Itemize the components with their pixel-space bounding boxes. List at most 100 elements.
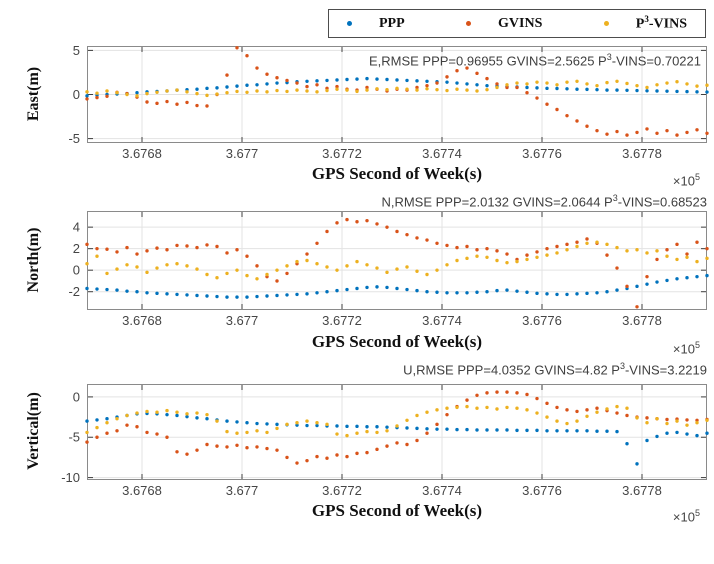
data-point-p3-vins [345,433,349,438]
data-point-p3-vins [325,422,329,427]
data-point-gvins [245,54,249,58]
x-tick-label: 3.6774 [422,313,462,328]
plot-area-north: 3.6768 3.677 3.6772 3.6774 3.6776 3.6778 -2 0 2 4 [68,211,709,328]
data-point-gvins [165,248,169,252]
data-point-gvins [425,238,429,242]
data-point-ppp [255,421,259,426]
data-point-p3-vins [495,407,499,411]
text-superscript: 5 [694,340,700,350]
data-point-gvins [345,217,349,222]
data-point-ppp [95,287,99,291]
data-point-p3-vins [645,251,649,255]
data-point-p3-vins [185,412,189,416]
data-point-ppp [495,428,499,432]
data-point-gvins [645,127,649,131]
data-point-ppp [595,87,599,92]
data-point-ppp [335,78,339,82]
data-point-ppp [485,83,489,88]
x-axis-multiplier-north: ×105 [673,340,700,356]
data-point-ppp [405,78,409,83]
data-point-p3-vins [525,408,529,412]
data-point-p3-vins [525,257,529,262]
data-point-p3-vins [635,416,639,420]
data-point-p3-vins [435,408,439,412]
data-point-gvins [255,264,259,268]
data-point-ppp [635,88,639,93]
data-point-p3-vins [375,266,379,270]
data-point-gvins [575,119,579,123]
data-point-gvins [525,253,529,257]
data-point-gvins [505,390,509,394]
text-pre: GVINS [498,15,543,31]
data-point-p3-vins [405,265,409,269]
data-point-p3-vins [475,406,479,410]
data-point-ppp [425,427,429,431]
data-point-ppp [385,285,389,290]
data-point-p3-vins [95,425,99,430]
data-point-ppp [375,425,379,429]
text-pre: ×10 [672,173,695,189]
data-point-p3-vins [255,277,259,281]
data-point-gvins [695,418,699,423]
data-point-ppp [355,286,359,291]
data-point-gvins [235,443,239,448]
data-point-p3-vins [315,421,319,425]
data-point-ppp [405,426,409,430]
data-point-p3-vins [585,241,589,245]
data-point-ppp [315,79,319,83]
data-point-gvins [565,113,569,118]
data-point-ppp [335,288,339,293]
data-point-ppp [685,432,689,436]
x-tick-label: 3.677 [226,483,259,498]
data-point-ppp [345,424,349,429]
data-point-ppp [605,429,609,433]
legend-item-ppp: PPP [347,16,405,32]
data-point-ppp [465,427,469,432]
data-point-gvins [165,435,169,439]
data-point-ppp [265,294,269,298]
data-point-p3-vins [325,265,329,269]
data-point-ppp [605,290,609,294]
x-tick-label: 3.6772 [322,146,362,161]
data-point-gvins [335,221,339,225]
legend-item-gvins: GVINS [466,16,542,32]
data-point-p3-vins [415,269,419,273]
data-point-ppp [385,77,389,82]
data-point-ppp [565,429,569,433]
data-point-gvins [145,249,149,253]
data-point-gvins [445,412,449,417]
data-point-gvins [705,246,709,251]
data-point-ppp [295,292,299,297]
data-point-p3-vins [495,258,499,263]
data-point-gvins [245,254,249,258]
data-point-ppp [315,423,319,428]
data-point-p3-vins [535,80,539,84]
text-pre: P [635,16,645,32]
data-point-gvins [225,251,229,255]
data-point-p3-vins [545,253,549,257]
data-point-p3-vins [325,88,329,93]
data-point-p3-vins [585,82,589,86]
data-point-gvins [495,390,499,394]
data-point-ppp [695,274,699,279]
data-point-p3-vins [115,416,119,421]
data-point-gvins [475,71,479,76]
data-point-p3-vins [265,272,269,277]
data-point-ppp [105,287,109,292]
data-point-p3-vins [125,413,129,418]
data-point-ppp [645,89,649,93]
data-point-p3-vins [305,258,309,263]
data-point-gvins [665,248,669,252]
data-point-p3-vins [165,408,169,413]
data-point-ppp [585,87,589,92]
data-point-ppp [525,428,529,433]
data-point-p3-vins [515,81,519,85]
text-pre: PPP [379,15,405,31]
data-point-p3-vins [655,416,659,421]
data-point-p3-vins [85,262,89,266]
text-pre: U,RMSE PPP=4.0352 GVINS=4.82 P [403,362,620,378]
data-point-gvins [295,461,299,465]
y-tick-label: -2 [68,284,80,299]
text-pre: ×10 [672,509,695,525]
data-point-p3-vins [565,248,569,252]
